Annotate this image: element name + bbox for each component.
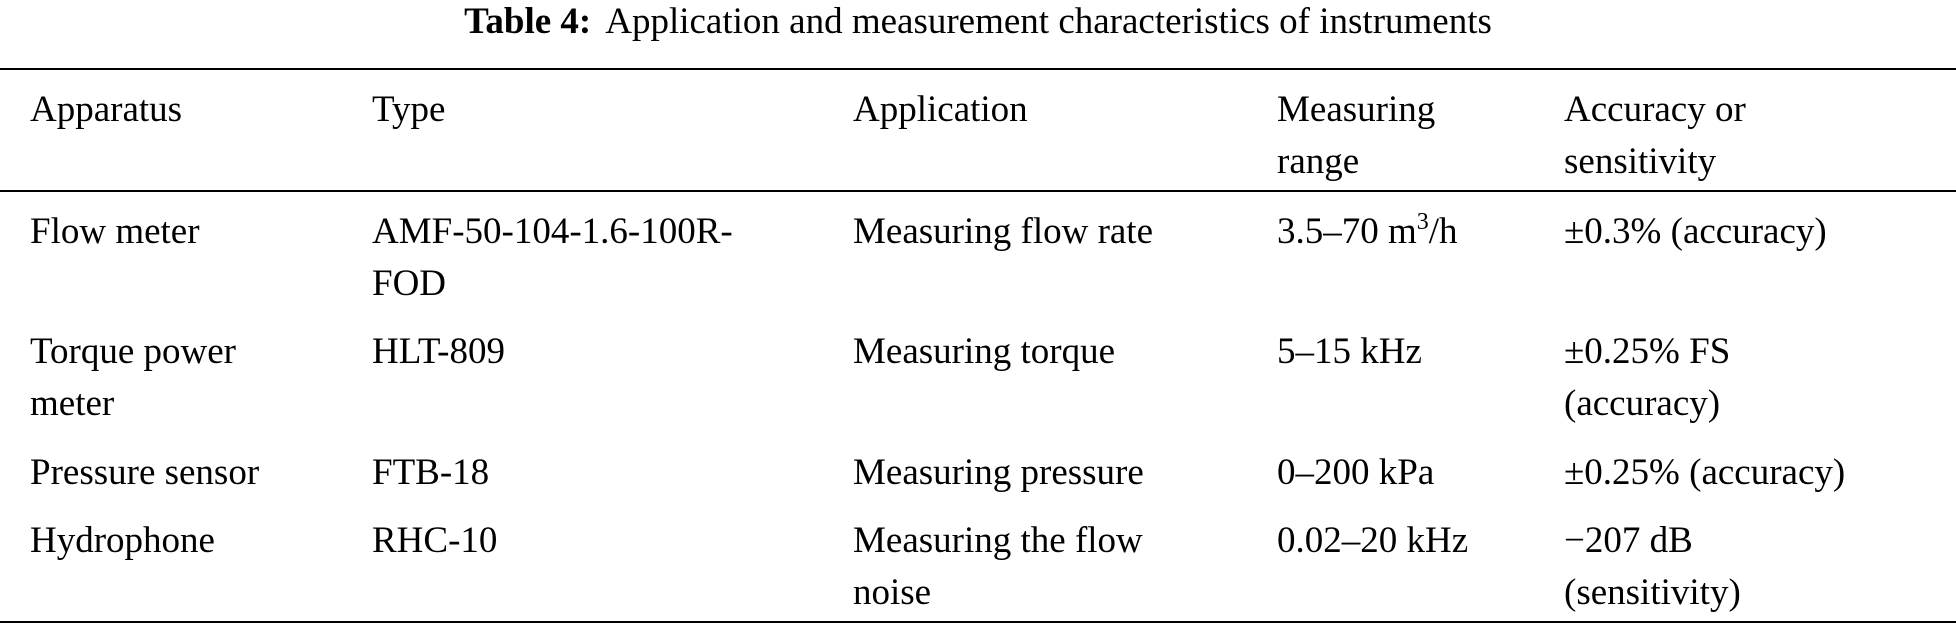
row1-type-line1: AMF-50-104-1.6-100R- (372, 211, 733, 252)
row1-range-main: 3.5–70 m (1277, 211, 1417, 252)
row4-range: 0.02–20 kHz (1277, 520, 1469, 561)
row3-apparatus: Pressure sensor (30, 452, 260, 493)
row1-range: 3.5–70 m3/h (1277, 206, 1458, 262)
row4-apparatus: Hydrophone (30, 520, 215, 561)
row4-application-line2: noise (853, 572, 932, 613)
table-caption-text: Application and measurement characterist… (605, 1, 1492, 42)
header-apparatus: Apparatus (30, 89, 183, 130)
row3-type: FTB-18 (372, 452, 490, 493)
row1-accuracy: ±0.3% (accuracy) (1564, 211, 1827, 252)
row2-accuracy-line1: ±0.25% FS (1564, 331, 1731, 372)
table-caption: Table 4: Application and measurement char… (0, 0, 1956, 52)
row2-range: 5–15 kHz (1277, 331, 1422, 372)
row1-application: Measuring flow rate (853, 211, 1154, 252)
table-caption-label: Table 4: (464, 1, 592, 42)
table-top-rule (0, 68, 1956, 70)
header-accuracy-line2: sensitivity (1564, 141, 1717, 182)
table-bottom-rule (0, 621, 1956, 623)
row1-range-tail: /h (1428, 211, 1458, 252)
row4-accuracy-line2: (sensitivity) (1564, 572, 1741, 613)
row3-range: 0–200 kPa (1277, 452, 1435, 493)
row2-accuracy-line2: (accuracy) (1564, 383, 1721, 424)
header-measuring-range-line1: Measuring (1277, 89, 1436, 130)
row4-application-line1: Measuring the flow (853, 520, 1143, 561)
row2-application: Measuring torque (853, 331, 1116, 372)
header-measuring-range-line2: range (1277, 141, 1360, 182)
row2-apparatus-line1: Torque power (30, 331, 236, 372)
row2-type: HLT-809 (372, 331, 505, 372)
row1-type-line2: FOD (372, 263, 447, 304)
row3-application: Measuring pressure (853, 452, 1144, 493)
row4-accuracy-line1: −207 dB (1564, 520, 1693, 561)
row1-apparatus: Flow meter (30, 211, 200, 252)
row1-range-sup: 3 (1416, 209, 1429, 235)
row3-accuracy: ±0.25% (accuracy) (1564, 452, 1846, 493)
header-application: Application (853, 89, 1028, 130)
header-accuracy-line1: Accuracy or (1564, 89, 1746, 130)
row2-apparatus-line2: meter (30, 383, 115, 424)
table-header-rule (0, 190, 1956, 192)
header-type: Type (372, 89, 446, 130)
row4-type: RHC-10 (372, 520, 498, 561)
